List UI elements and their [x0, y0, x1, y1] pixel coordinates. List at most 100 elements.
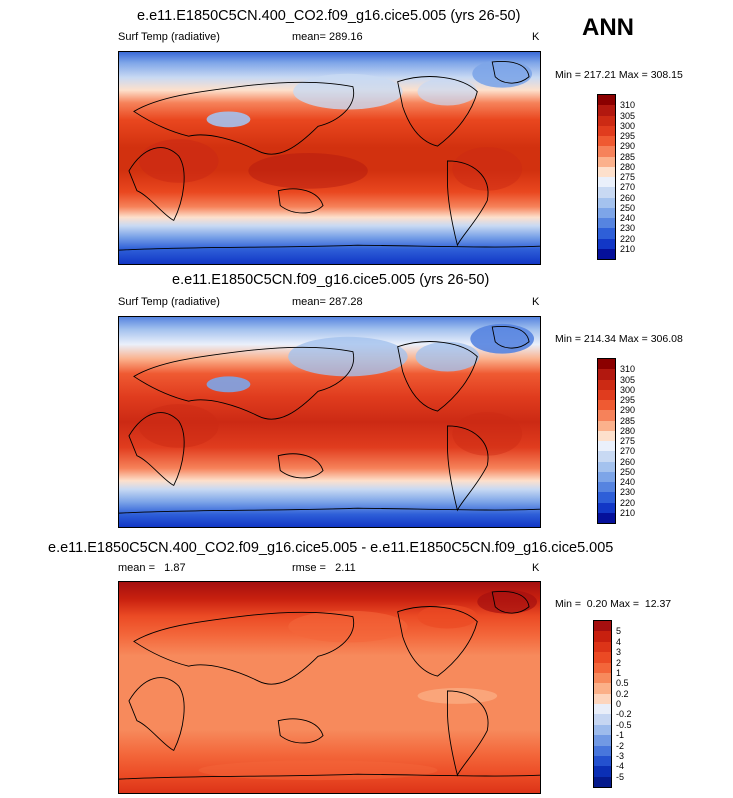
colorbar-swatch [598, 461, 615, 472]
colorbar-tick-label: -4 [616, 761, 625, 772]
colorbar-tick-label: 220 [620, 497, 636, 508]
colorbar-swatch [594, 621, 611, 632]
colorbar-tick-label: 300 [620, 384, 636, 395]
colorbar-swatch [598, 400, 615, 411]
panel-2-minmax-label: Min = 214.34 Max = 306.08 [555, 333, 683, 345]
colorbar-swatch [598, 451, 615, 462]
colorbar-tick-label: 260 [620, 456, 636, 467]
colorbar-swatch [598, 389, 615, 400]
colorbar-tick-label: 210 [620, 507, 636, 518]
colorbar-swatch [594, 641, 611, 653]
colorbar-swatch [598, 502, 615, 513]
colorbar-tick-label: 230 [620, 223, 636, 234]
colorbar-tick-label: 260 [620, 192, 636, 203]
colorbar-swatch [594, 662, 611, 673]
colorbar-swatch [598, 146, 615, 157]
colorbar-tick-label: -2 [616, 740, 625, 751]
colorbar-tick-label: 1 [616, 667, 622, 678]
colorbar-swatch [594, 714, 611, 725]
colorbar-tick-label: 270 [620, 182, 636, 193]
colorbar-swatch [594, 776, 611, 787]
colorbar-tick-label: 240 [620, 213, 636, 223]
panel-1-title: e.e11.E1850C5CN.400_CO2.f09_g16.cice5.00… [137, 8, 521, 24]
colorbar-tick-label: 0 [616, 699, 622, 709]
colorbar-tick-label: 0.2 [616, 688, 629, 699]
colorbar-swatch [598, 228, 615, 239]
panel-3-title: e.e11.E1850C5CN.400_CO2.f09_g16.cice5.00… [48, 540, 614, 556]
colorbar-swatch [594, 631, 611, 642]
panel-3-units-label: K [532, 562, 540, 574]
colorbar-swatch [598, 166, 615, 177]
colorbar-tick-label: 310 [620, 100, 636, 111]
colorbar-tick-label: -0.5 [616, 719, 632, 730]
colorbar-swatch [594, 755, 611, 767]
colorbar-swatch [598, 207, 615, 218]
colorbar-tick-label: -3 [616, 750, 625, 761]
colorbar-swatch [598, 136, 615, 147]
colorbar-swatch [594, 724, 611, 736]
colorbar-swatch [598, 379, 615, 390]
colorbar-tick-label: 210 [620, 243, 636, 254]
colorbar-tick-label: 290 [620, 141, 636, 152]
colorbar-swatch [598, 441, 615, 452]
panel-1-minmax-label: Min = 217.21 Max = 308.15 [555, 69, 683, 81]
panel-1-variable-label: Surf Temp (radiative) [118, 31, 220, 43]
colorbar-swatch [598, 359, 615, 370]
colorbar-swatch [598, 125, 615, 136]
colorbar-swatch [594, 745, 611, 756]
colorbar-tick-label: -1 [616, 730, 625, 741]
colorbar-swatch [598, 177, 615, 188]
colorbar-tick-label: 280 [620, 161, 636, 172]
colorbar-swatch [598, 197, 615, 208]
colorbar-swatch [598, 105, 615, 116]
colorbar-tick-label: 240 [620, 477, 636, 487]
colorbar-tick-label: 2 [616, 657, 622, 668]
panel-3-mean-label: mean = 1.87 [118, 562, 186, 574]
colorbar-swatch [598, 248, 615, 259]
colorbar-tick-label: 295 [620, 131, 636, 141]
colorbar-tick-label: 220 [620, 233, 636, 244]
colorbar-tick-label: 0.5 [616, 678, 629, 689]
colorbar-tick-label: 285 [620, 151, 636, 162]
colorbar-swatch [598, 95, 615, 106]
panel-2-variable-label: Surf Temp (radiative) [118, 296, 220, 308]
colorbar-swatch [598, 482, 615, 493]
panel-1-surface-temperature-map [118, 51, 541, 265]
colorbar-tick-label: 250 [620, 466, 636, 477]
colorbar-swatch [594, 652, 611, 663]
colorbar-tick-label: 310 [620, 364, 636, 375]
panel-3-difference-map [118, 581, 541, 794]
panel-1-mean-label: mean= 289.16 [292, 31, 363, 43]
panel-2-units-label: K [532, 296, 540, 308]
colorbar-swatch [598, 218, 615, 229]
season-label: ANN [582, 14, 634, 41]
colorbar-tick-label: 305 [620, 110, 636, 121]
colorbar-tick-label: 275 [620, 436, 636, 446]
colorbar-swatch [598, 512, 615, 523]
colorbar-tick-label: 250 [620, 202, 636, 213]
panel-3-rmse-label: rmse = 2.11 [292, 562, 356, 574]
colorbar-swatch [598, 369, 615, 380]
colorbar-tick-label: -0.2 [616, 709, 632, 720]
colorbar-swatch [594, 766, 611, 777]
panel-1-colorbar [597, 94, 616, 260]
colorbar-swatch [598, 410, 615, 421]
colorbar-tick-label: 230 [620, 487, 636, 498]
colorbar-tick-label: 275 [620, 172, 636, 182]
colorbar-swatch [594, 672, 611, 684]
colorbar-tick-label: 280 [620, 425, 636, 436]
panel-3-colorbar [593, 620, 612, 788]
colorbar-tick-label: 270 [620, 446, 636, 457]
colorbar-tick-label: 290 [620, 405, 636, 416]
panel-2-colorbar [597, 358, 616, 524]
colorbar-swatch [594, 735, 611, 746]
colorbar-tick-label: 295 [620, 395, 636, 405]
colorbar-tick-label: 4 [616, 636, 622, 647]
colorbar-tick-label: -5 [616, 771, 625, 782]
colorbar-swatch [598, 156, 615, 167]
colorbar-swatch [598, 492, 615, 503]
panel-3-minmax-label: Min = 0.20 Max = 12.37 [555, 598, 672, 610]
colorbar-tick-label: 285 [620, 415, 636, 426]
colorbar-swatch [598, 115, 615, 126]
colorbar-swatch [594, 683, 611, 694]
